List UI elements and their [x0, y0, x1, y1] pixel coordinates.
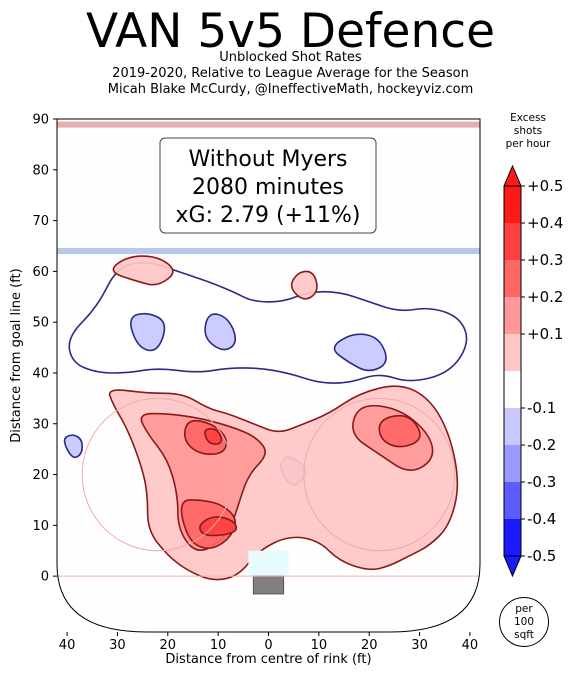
faceoff-circle [81, 397, 234, 552]
contour-layer [63, 255, 468, 581]
colorbar-frame [503, 185, 522, 557]
colorbar-segment [504, 408, 521, 446]
y-tick-label: 20 [32, 468, 49, 483]
rink-boards [56, 118, 481, 633]
colorbar-tick-label: -0.1 [527, 399, 556, 417]
unit-line: sqft [514, 628, 534, 641]
contour-region [204, 313, 237, 351]
y-tick-label: 0 [41, 570, 49, 585]
colorbar-title-line: Excess [510, 112, 546, 124]
colorbar-tick-label: +0.2 [527, 288, 563, 306]
colorbar-segment [504, 186, 521, 224]
annotation-line: 2080 minutes [192, 175, 344, 200]
x-tick-label: 30 [109, 638, 126, 653]
colorbar-bottom-arrow [503, 555, 522, 578]
crease-area [248, 550, 289, 577]
y-tick-label: 70 [32, 214, 49, 229]
contour-region [204, 427, 223, 445]
colorbar-segment [504, 371, 521, 409]
annotation-box [159, 137, 377, 234]
colorbar-tick-label: +0.4 [527, 214, 563, 232]
annotation-line: Without Myers [188, 147, 347, 172]
contour-region [63, 434, 84, 459]
colorbar-tick-label: -0.5 [527, 547, 556, 565]
x-tick-label: 40 [59, 638, 76, 653]
colorbar-segment [504, 519, 521, 557]
colorbar-title: Excess shots per hour [500, 112, 556, 151]
annotation-line: xG: 2.79 (+11%) [176, 203, 361, 228]
colorbar-segment [504, 445, 521, 483]
y-axis-label: Distance from goal line (ft) [9, 268, 24, 442]
subtitle-line-3: Micah Blake McCurdy, @IneffectiveMath, h… [107, 82, 474, 97]
x-tick-label: 30 [411, 638, 428, 653]
colorbar-segment [504, 482, 521, 520]
colorbar-segment [504, 297, 521, 335]
colorbar-tick-label: +0.1 [527, 325, 563, 343]
x-tick-label: 20 [160, 638, 177, 653]
x-axis-label: Distance from centre of rink (ft) [165, 652, 371, 667]
x-tick-label: 0 [264, 638, 272, 653]
colorbar-tick-label: -0.3 [527, 473, 556, 491]
colorbar-segment [504, 223, 521, 261]
goal-net [252, 575, 285, 595]
y-tick-label: 60 [32, 265, 49, 280]
colorbar-tick-label: -0.4 [527, 510, 556, 528]
x-tick-label: 40 [462, 638, 479, 653]
y-tick-label: 40 [32, 366, 49, 381]
colorbar-top-arrow [503, 164, 522, 187]
subtitle-line-1: Unblocked Shot Rates [219, 50, 362, 65]
x-tick-label: 10 [210, 638, 227, 653]
colorbar-segment [504, 334, 521, 372]
blue-line [57, 248, 480, 255]
faceoff-circle [303, 397, 456, 552]
x-tick-label: 10 [311, 638, 328, 653]
contour-region [333, 333, 387, 372]
contour-region [290, 270, 318, 300]
y-tick-label: 80 [32, 163, 49, 178]
centre-line [57, 121, 480, 128]
colorbar-segment [504, 260, 521, 298]
unit-line: per [515, 602, 533, 615]
y-tick-label: 10 [32, 519, 49, 534]
colorbar-title-line: shots [513, 125, 543, 137]
y-tick-label: 30 [32, 417, 49, 432]
contour-region [378, 414, 421, 448]
unit-badge: per 100 sqft [499, 597, 549, 647]
subtitle-line-2: 2019-2020, Relative to League Average fo… [112, 66, 469, 81]
colorbar-tick-label: -0.2 [527, 436, 556, 454]
colorbar-title-line: per hour [505, 138, 551, 150]
colorbar-tick-label: +0.5 [527, 177, 563, 195]
colorbar-tick-label: +0.3 [527, 251, 563, 269]
chart-title: VAN 5v5 Defence [85, 4, 496, 59]
x-tick-label: 20 [361, 638, 378, 653]
unit-line: 100 [513, 615, 535, 628]
y-tick-label: 90 [32, 113, 49, 128]
y-tick-label: 50 [32, 316, 49, 331]
contour-region [130, 312, 166, 352]
contour-region [112, 255, 174, 286]
